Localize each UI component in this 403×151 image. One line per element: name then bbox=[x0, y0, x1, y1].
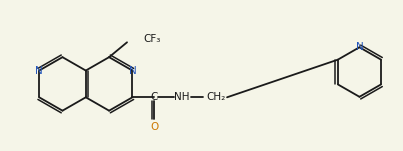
Text: CH₂: CH₂ bbox=[206, 92, 226, 102]
Text: N: N bbox=[355, 42, 364, 52]
Text: CF₃: CF₃ bbox=[143, 34, 160, 44]
Text: NH: NH bbox=[174, 92, 190, 102]
Text: N: N bbox=[35, 66, 43, 76]
Text: N: N bbox=[129, 66, 136, 76]
Text: O: O bbox=[150, 122, 158, 132]
Text: C: C bbox=[151, 92, 158, 102]
